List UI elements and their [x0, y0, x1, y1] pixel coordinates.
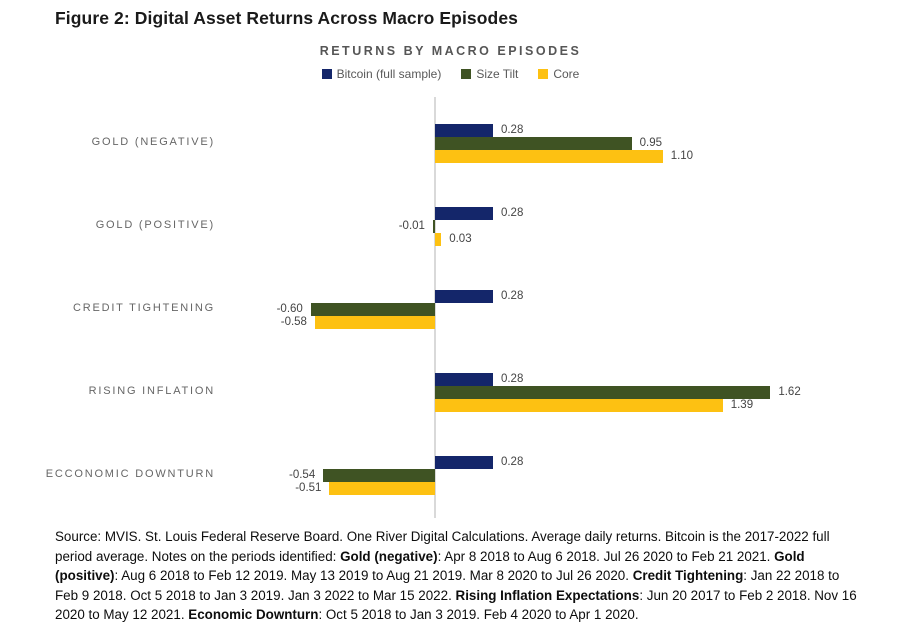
source-text: : Oct 5 2018 to Jan 3 2019. Feb 4 2020 t…	[318, 607, 639, 622]
bar-4-3	[435, 398, 723, 412]
bar-3-3	[314, 315, 435, 329]
source-bold-term: Gold (negative)	[340, 548, 438, 564]
category-label-4: RISING INFLATION	[88, 385, 215, 397]
source-text: : Jun 20 2017 to Feb 2 2018. Nov 16 2020…	[55, 587, 857, 623]
legend-swatch-icon	[538, 69, 549, 79]
legend-swatch-icon	[461, 69, 472, 79]
bar-value-label: 0.03	[449, 233, 472, 245]
chart-title: RETURNS BY MACRO EPISODES	[319, 44, 582, 58]
bar-value-label: 0.28	[500, 456, 524, 468]
bar-value-label: 1.62	[778, 386, 801, 398]
bar-5-1	[435, 455, 493, 469]
legend-swatch-icon	[321, 69, 332, 79]
source-note: Source: MVIS. St. Louis Federal Reserve …	[55, 527, 858, 625]
bar-value-label: 0.28	[500, 290, 524, 302]
source-text: : Apr 8 2018 to Aug 6 2018. Jul 26 2020 …	[437, 548, 775, 564]
category-label-2: GOLD (POSITIVE)	[95, 219, 215, 231]
source-bold-term: Rising Inflation Expectations	[455, 587, 640, 603]
bar-1-1	[435, 123, 493, 137]
category-label-3: CREDIT TIGHTENING	[72, 302, 215, 314]
bar-5-3	[329, 481, 435, 495]
legend-item-1: Bitcoin (full sample)	[321, 67, 442, 81]
bar-value-label: 1.39	[730, 399, 754, 411]
bar-value-label: 0.28	[500, 124, 524, 136]
category-label-5: ECCONOMIC DOWNTURN	[45, 468, 215, 480]
bar-3-2	[310, 302, 435, 316]
bar-2-3	[435, 232, 442, 246]
bar-value-label: -0.60	[276, 303, 303, 315]
bar-4-1	[435, 372, 493, 386]
bar-value-label: -0.01	[398, 220, 425, 232]
source-bold-term: Economic Downturn	[188, 607, 319, 622]
source-text: : Jan 22 2018 to Feb 9 2018. Oct 5 2018 …	[55, 568, 840, 603]
bar-2-1	[435, 206, 493, 220]
zero-axis-line	[434, 97, 436, 518]
bar-2-2	[432, 219, 435, 233]
chart-legend: Bitcoin (full sample) Size Tilt Core	[0, 67, 901, 81]
bar-value-label: -0.51	[295, 482, 322, 494]
bar-1-3	[435, 149, 663, 163]
legend-item-2: Size Tilt	[461, 67, 518, 81]
legend-label: Bitcoin (full sample)	[336, 67, 442, 81]
bar-value-label: 1.10	[670, 150, 694, 162]
bar-3-1	[435, 289, 493, 303]
bar-value-label: 0.28	[500, 373, 524, 385]
legend-item-3: Core	[538, 67, 579, 81]
legend-label: Core	[553, 67, 580, 81]
bar-5-2	[323, 468, 435, 482]
bar-value-label: -0.54	[289, 469, 316, 481]
source-text: : Aug 6 2018 to Feb 12 2019. May 13 2019…	[114, 568, 633, 583]
bar-value-label: -0.58	[280, 316, 307, 328]
figure-title: Figure 2: Digital Asset Returns Across M…	[55, 8, 519, 28]
source-text: Source: MVIS. St. Louis Federal Reserve …	[55, 529, 830, 564]
bar-value-label: 0.95	[639, 137, 663, 149]
category-label-1: GOLD (NEGATIVE)	[91, 136, 215, 148]
source-bold-term: Gold (positive)	[55, 548, 805, 584]
bar-1-2	[435, 136, 632, 150]
bar-4-2	[435, 385, 771, 399]
bar-value-label: 0.28	[500, 207, 524, 219]
legend-label: Size Tilt	[476, 67, 519, 81]
source-bold-term: Credit Tightening	[632, 568, 744, 583]
